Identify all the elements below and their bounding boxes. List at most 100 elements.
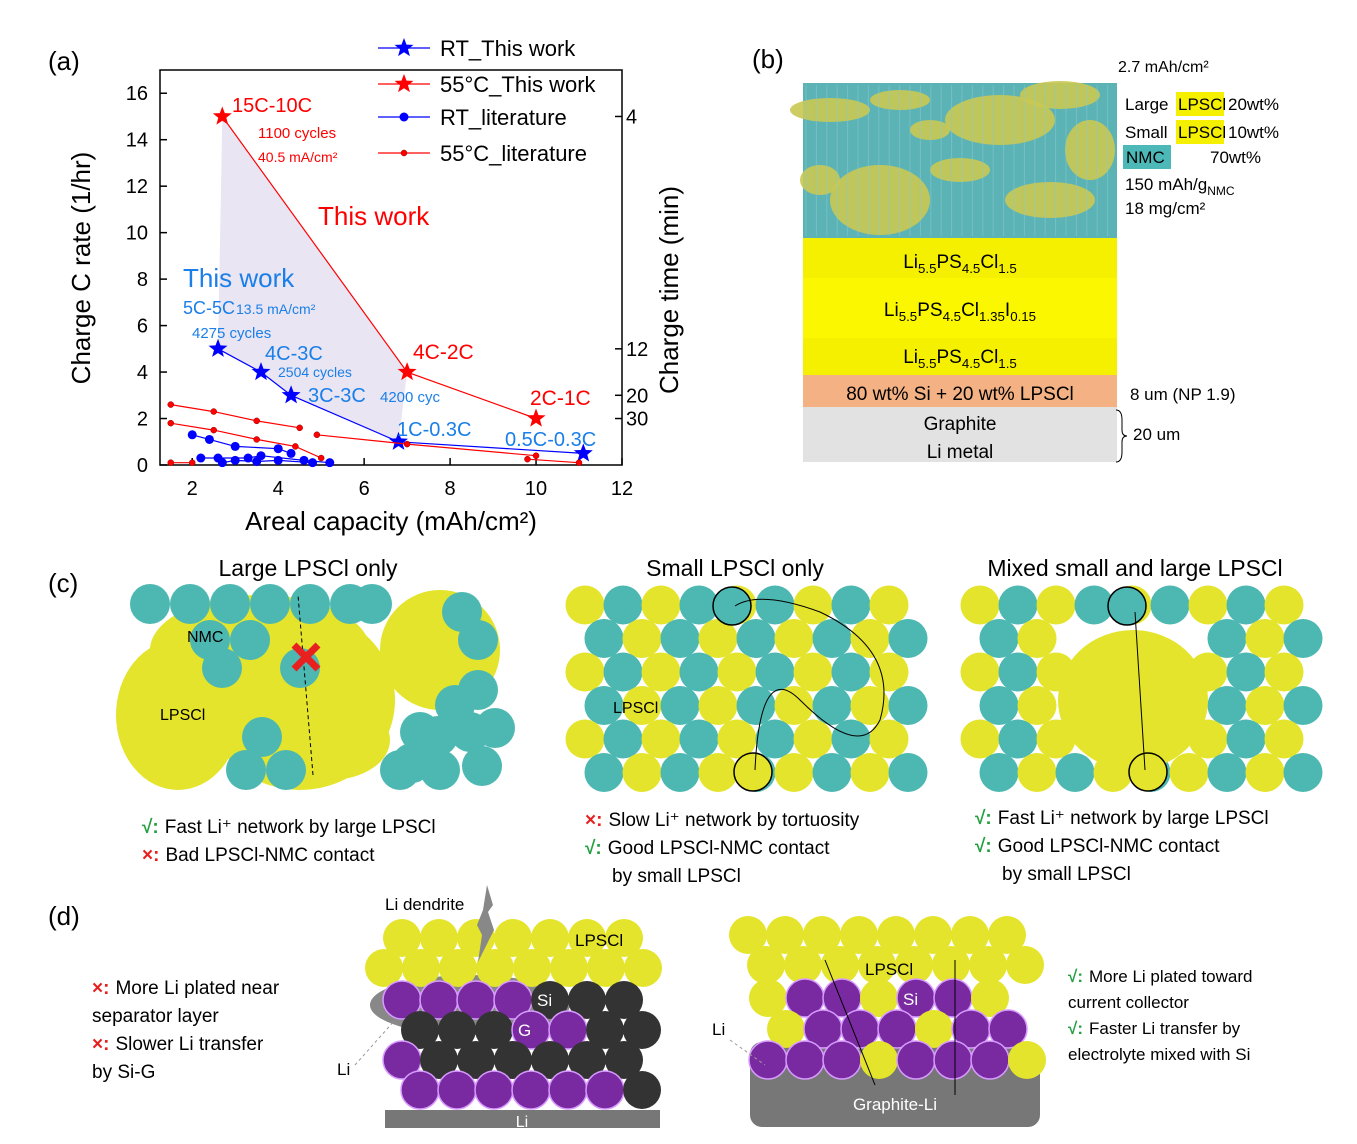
star-marker (251, 362, 271, 381)
y2-tick-label: 30 (626, 409, 648, 431)
formula-part: PS (936, 252, 961, 273)
particle (474, 1070, 514, 1110)
point (187, 430, 197, 440)
legend-label: RT_This work (440, 36, 576, 61)
note: by small LPSCl (1002, 864, 1131, 885)
particle (979, 619, 1019, 658)
li-label: Li (712, 1020, 725, 1039)
wt-label: 20wt% (1228, 95, 1279, 114)
star-marker (389, 431, 408, 450)
size-label: Large (1125, 95, 1168, 114)
particle (755, 585, 795, 625)
legend-marker (399, 112, 409, 122)
note-mark: √: (975, 808, 992, 829)
particle (877, 916, 915, 954)
particle (531, 919, 569, 957)
point (167, 419, 174, 427)
formula-part: PS (917, 300, 942, 321)
particle (383, 919, 421, 957)
particle (130, 584, 170, 624)
particle (998, 719, 1038, 759)
specific-capacity: 150 mAh/gNMC (1125, 175, 1235, 198)
particle (548, 1070, 588, 1110)
annotation: 5C-5C (183, 298, 235, 318)
li-label: Li (337, 1060, 350, 1079)
panel-label: (d) (48, 901, 80, 931)
particle (1107, 586, 1147, 626)
particle (462, 746, 502, 786)
formula-part: Cl (980, 347, 998, 368)
particle (475, 708, 515, 748)
particle (584, 619, 624, 658)
lpscl-particle (790, 98, 870, 122)
particle (475, 1011, 513, 1049)
particle (1169, 753, 1209, 792)
particle (698, 619, 738, 658)
note: by small LPSCl (612, 866, 741, 887)
note-mark: √: (585, 838, 602, 859)
particle (755, 652, 795, 692)
note-text: electrolyte mixed with Si (1068, 1045, 1250, 1064)
point (253, 417, 260, 425)
note: √: Fast Li⁺ network by large LPSCl (975, 808, 1269, 829)
blocked-mark (291, 642, 321, 672)
particle (951, 916, 989, 954)
particle (784, 946, 822, 984)
annotation: 4275 cycles (192, 325, 271, 342)
particle (774, 753, 814, 792)
particle (1207, 753, 1247, 792)
particle (915, 1010, 953, 1048)
annotation: 4C-3C (265, 343, 323, 365)
particle (1207, 619, 1247, 658)
lpscl-particle (830, 165, 930, 235)
note: ×: More Li plated near (92, 978, 280, 999)
particle (914, 916, 952, 954)
particle (747, 946, 785, 984)
note: √: Fast Li⁺ network by large LPSCl (142, 817, 436, 838)
particle (568, 919, 606, 957)
y-tick-label: 2 (137, 409, 148, 431)
highlight (1176, 92, 1224, 116)
annotation: 3C-3C (308, 385, 366, 407)
particle (641, 652, 681, 692)
particle (513, 949, 551, 987)
diagram-title: Large LPSCl only (219, 555, 398, 581)
point (308, 458, 318, 468)
annotation: This work (318, 201, 430, 231)
formula-part: Cl (961, 300, 979, 321)
material-label: Si (537, 991, 552, 1010)
point (210, 408, 217, 415)
particle (850, 686, 890, 725)
particle (1128, 752, 1168, 792)
note-text: Fast Li⁺ network by large LPSCl (165, 817, 436, 838)
annotation: 1100 cycles (258, 125, 336, 142)
particle (531, 981, 569, 1019)
particle (860, 1041, 898, 1079)
particle (1017, 619, 1057, 658)
particle (888, 619, 928, 658)
particle (888, 686, 928, 725)
particle (230, 620, 270, 660)
annotation: 40.5 mA/cm² (258, 149, 338, 165)
note: √: Good LPSCl-NMC contact (975, 836, 1220, 857)
subscript: 4.5 (962, 261, 981, 276)
particle (202, 648, 242, 688)
dendrite-label: Li dendrite (385, 895, 464, 914)
lpscl-particle (1065, 120, 1115, 180)
particle (641, 585, 681, 625)
particle (400, 712, 440, 752)
particle (960, 652, 1000, 692)
y-tick-label: 16 (126, 83, 148, 105)
note-text: More Li plated near (115, 978, 279, 999)
particle (1207, 686, 1247, 725)
tortuous-path (734, 598, 885, 771)
large-lpscl (1058, 630, 1208, 770)
particle (586, 1011, 624, 1049)
star-marker (212, 106, 232, 125)
particle (420, 750, 460, 790)
subscript: 5.5 (918, 261, 937, 276)
note: √: Good LPSCl-NMC contact (585, 838, 830, 859)
note-text: by small LPSCl (1002, 864, 1131, 885)
note: ×: Bad LPSCl-NMC contact (142, 845, 375, 866)
